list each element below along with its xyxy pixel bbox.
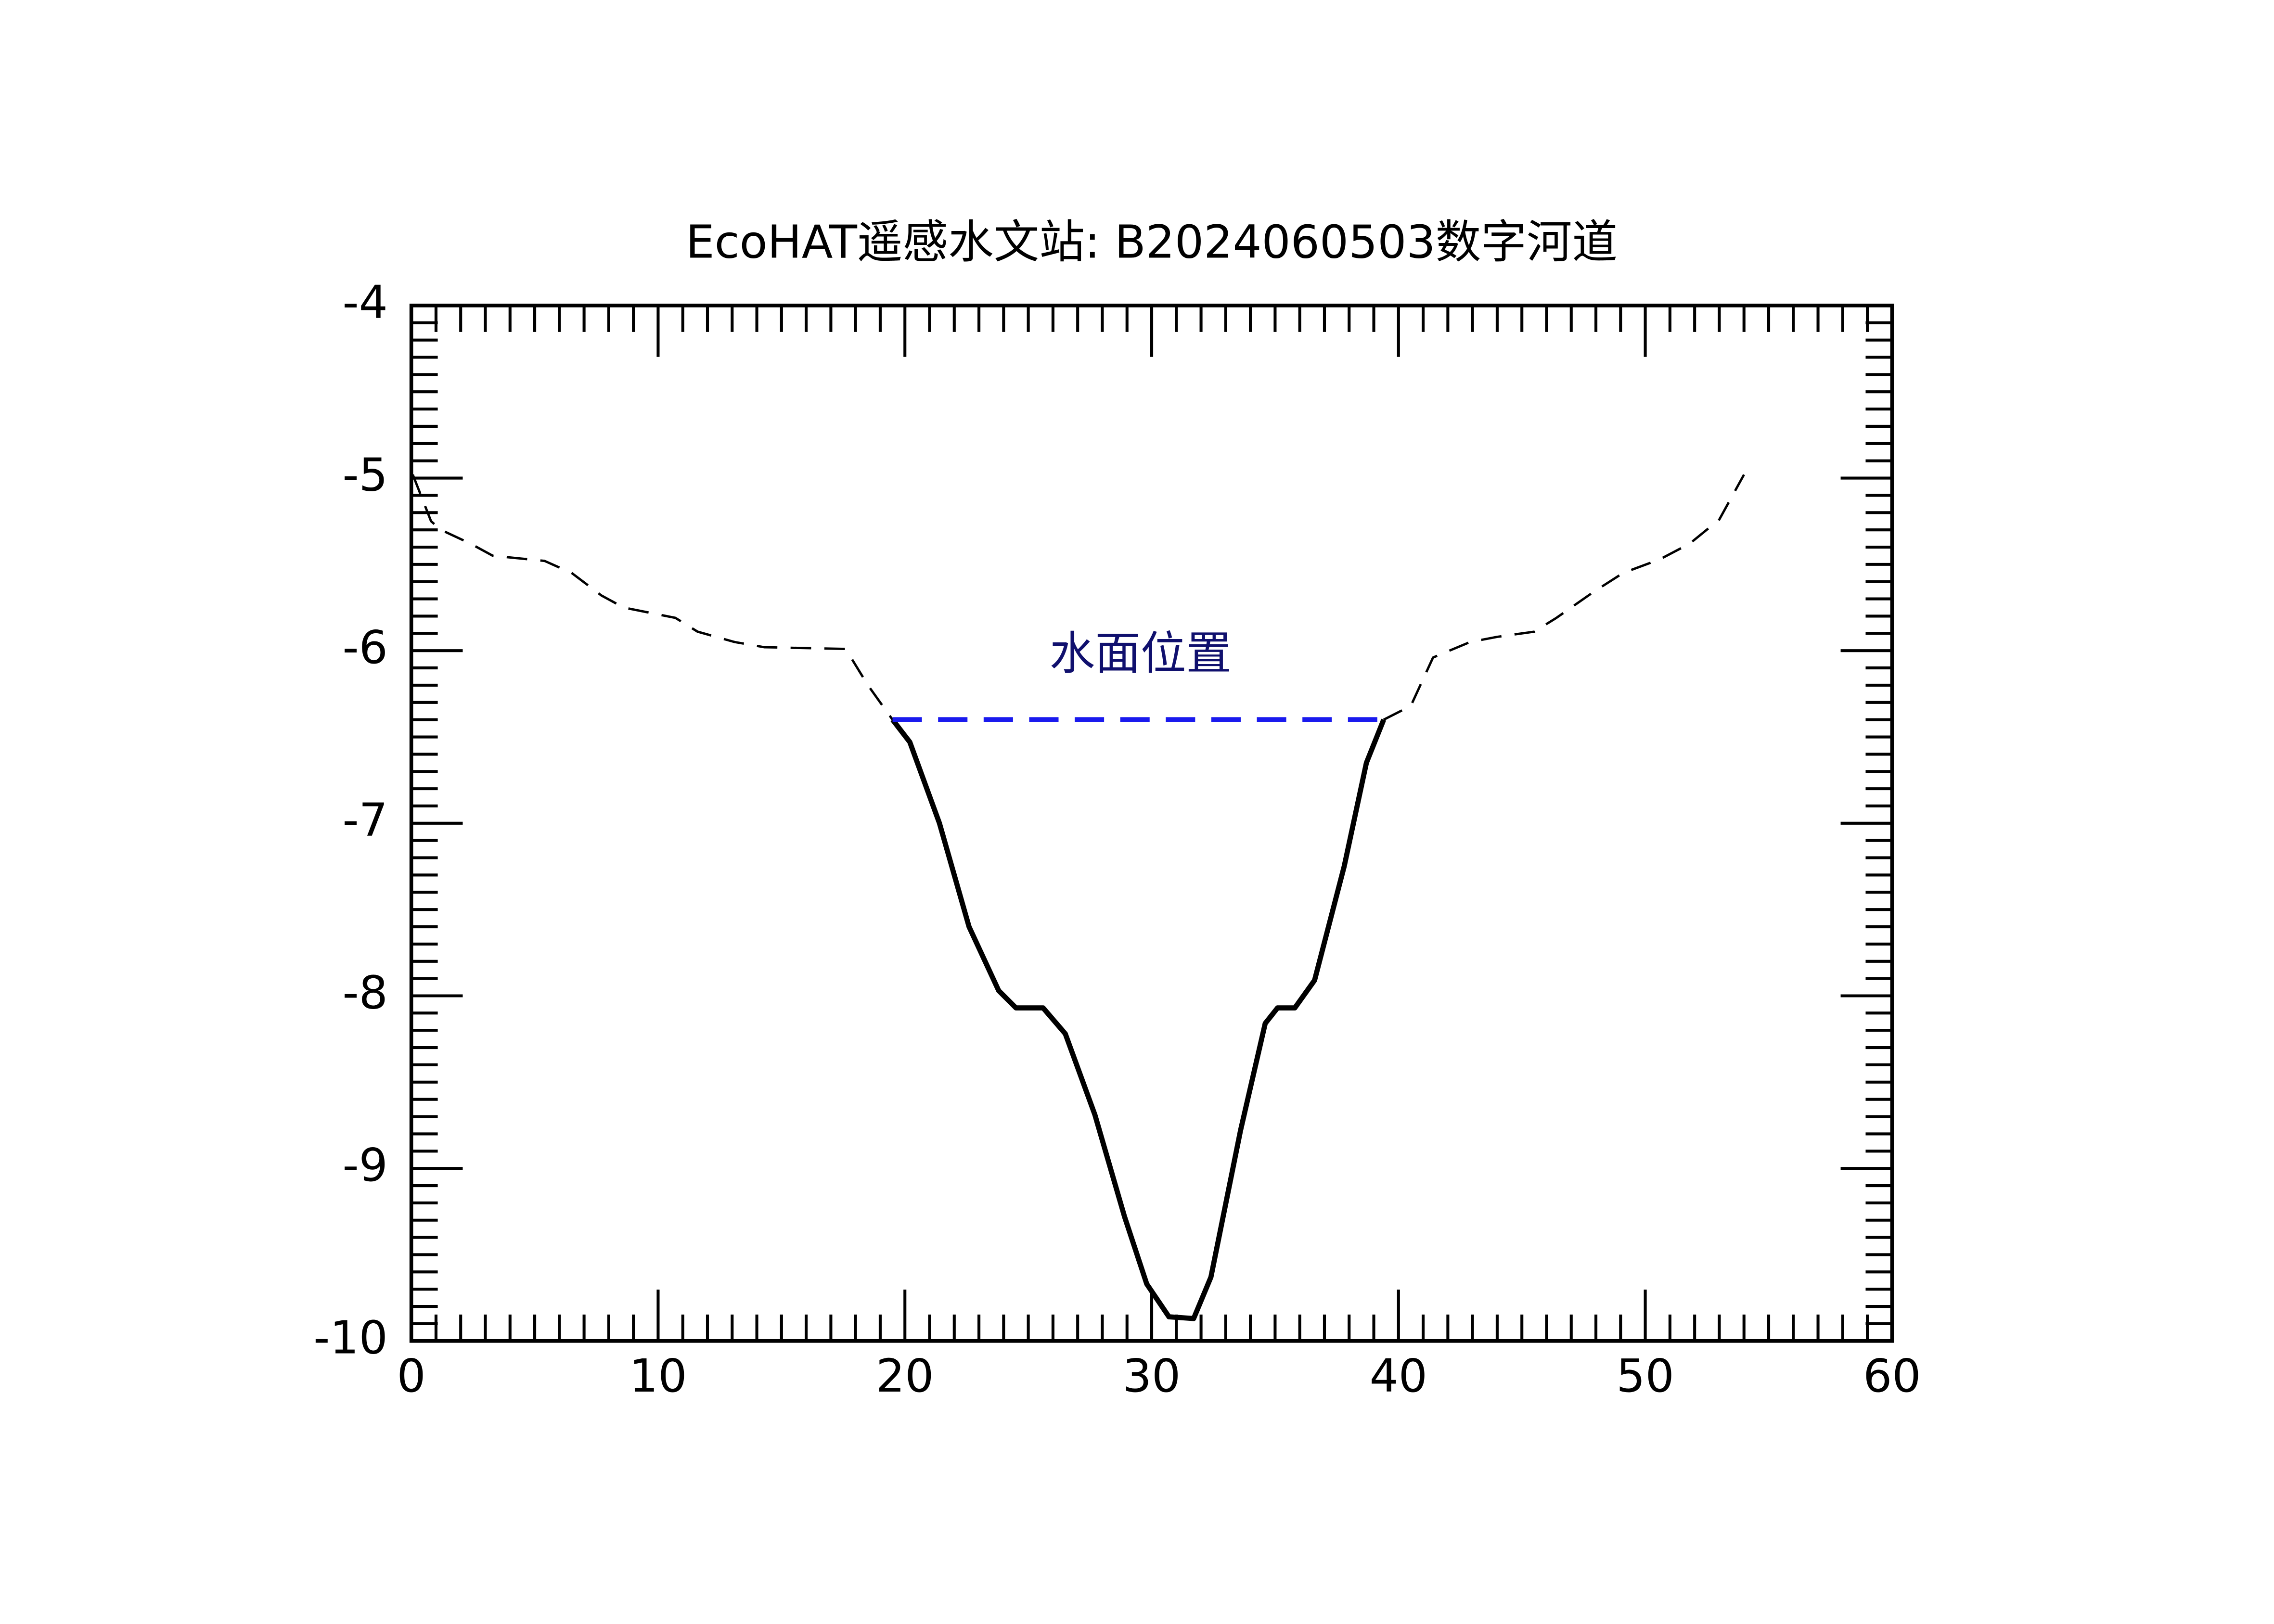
x-tick-label: 10 bbox=[629, 1350, 687, 1403]
y-tick-label: -6 bbox=[342, 621, 387, 674]
x-tick-label: 30 bbox=[1123, 1350, 1181, 1403]
profile-line bbox=[1383, 474, 1745, 721]
x-tick-label: 40 bbox=[1370, 1350, 1427, 1403]
y-tick-label: -8 bbox=[342, 966, 387, 1019]
profile-line bbox=[890, 718, 1387, 1321]
chart-title: EcoHAT遥感水文站: B2024060503数字河道 bbox=[686, 216, 1618, 269]
y-tick-label: -7 bbox=[342, 794, 387, 847]
x-tick-label: 60 bbox=[1863, 1350, 1921, 1403]
x-tick-label: 50 bbox=[1616, 1350, 1674, 1403]
y-tick-label: -9 bbox=[342, 1139, 387, 1192]
annotation: 水面位置 bbox=[1050, 627, 1232, 680]
y-tick-label: -5 bbox=[342, 448, 387, 501]
y-tick-label: -4 bbox=[342, 276, 387, 329]
y-tick-label: -10 bbox=[313, 1312, 388, 1365]
x-tick-label: 20 bbox=[876, 1350, 934, 1403]
profile-line bbox=[411, 474, 894, 721]
x-tick-label: 0 bbox=[397, 1350, 426, 1403]
plot-frame bbox=[409, 304, 1894, 1343]
